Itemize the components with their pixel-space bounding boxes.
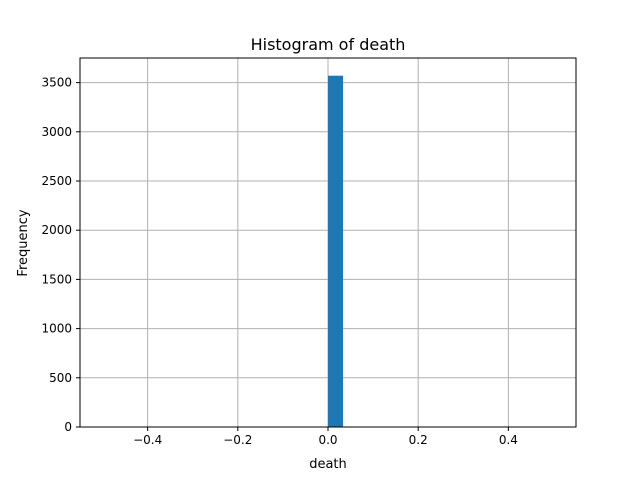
y-axis-ticks: 0 500 1000 1500 2000 2500 3000 3500 — [41, 76, 80, 434]
y-tick-label: 2500 — [41, 174, 72, 188]
histogram-bars — [328, 75, 344, 427]
x-axis-ticks: −0.4 −0.2 0.0 0.2 0.4 — [133, 427, 518, 447]
y-tick-label: 3000 — [41, 125, 72, 139]
y-tick-label: 1000 — [41, 322, 72, 336]
x-tick-label: 0.4 — [499, 433, 518, 447]
x-tick-label: 0.2 — [409, 433, 428, 447]
chart-title: Histogram of death — [251, 35, 406, 54]
x-tick-label: 0.0 — [318, 433, 337, 447]
y-tick-label: 500 — [49, 371, 72, 385]
y-axis-label: Frequency — [16, 209, 31, 276]
x-tick-label: −0.2 — [223, 433, 252, 447]
y-tick-label: 1500 — [41, 272, 72, 286]
histogram-bar — [328, 75, 344, 427]
x-axis-label: death — [309, 457, 347, 472]
x-tick-label: −0.4 — [133, 433, 162, 447]
y-tick-label: 2000 — [41, 223, 72, 237]
y-tick-label: 0 — [64, 420, 72, 434]
y-tick-label: 3500 — [41, 76, 72, 90]
